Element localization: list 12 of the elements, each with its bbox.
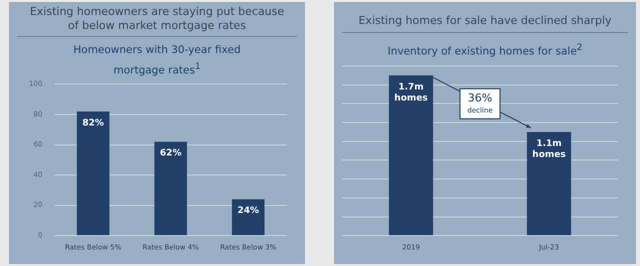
data-label: 82% [82,118,104,128]
data-label: 1.1m homes [532,138,566,160]
bar [232,199,265,236]
data-label: 24% [237,206,259,216]
chart-subtitle: Homeowners with 30-year fixed mortgage rates$^{1}$ [72,43,242,78]
chart-subtitle: Inventory of existing homes for sale$^{2}$ [386,42,584,60]
data-label: 62% [160,148,182,159]
bar [154,142,187,236]
bar [76,111,110,236]
data-label: 1.7m homes [394,82,428,104]
chart-title: Existing homes for sale have declined sharply [342,2,628,33]
chart-title: Existing homeowners are staying put because of below market mortgage rates [17,2,297,37]
